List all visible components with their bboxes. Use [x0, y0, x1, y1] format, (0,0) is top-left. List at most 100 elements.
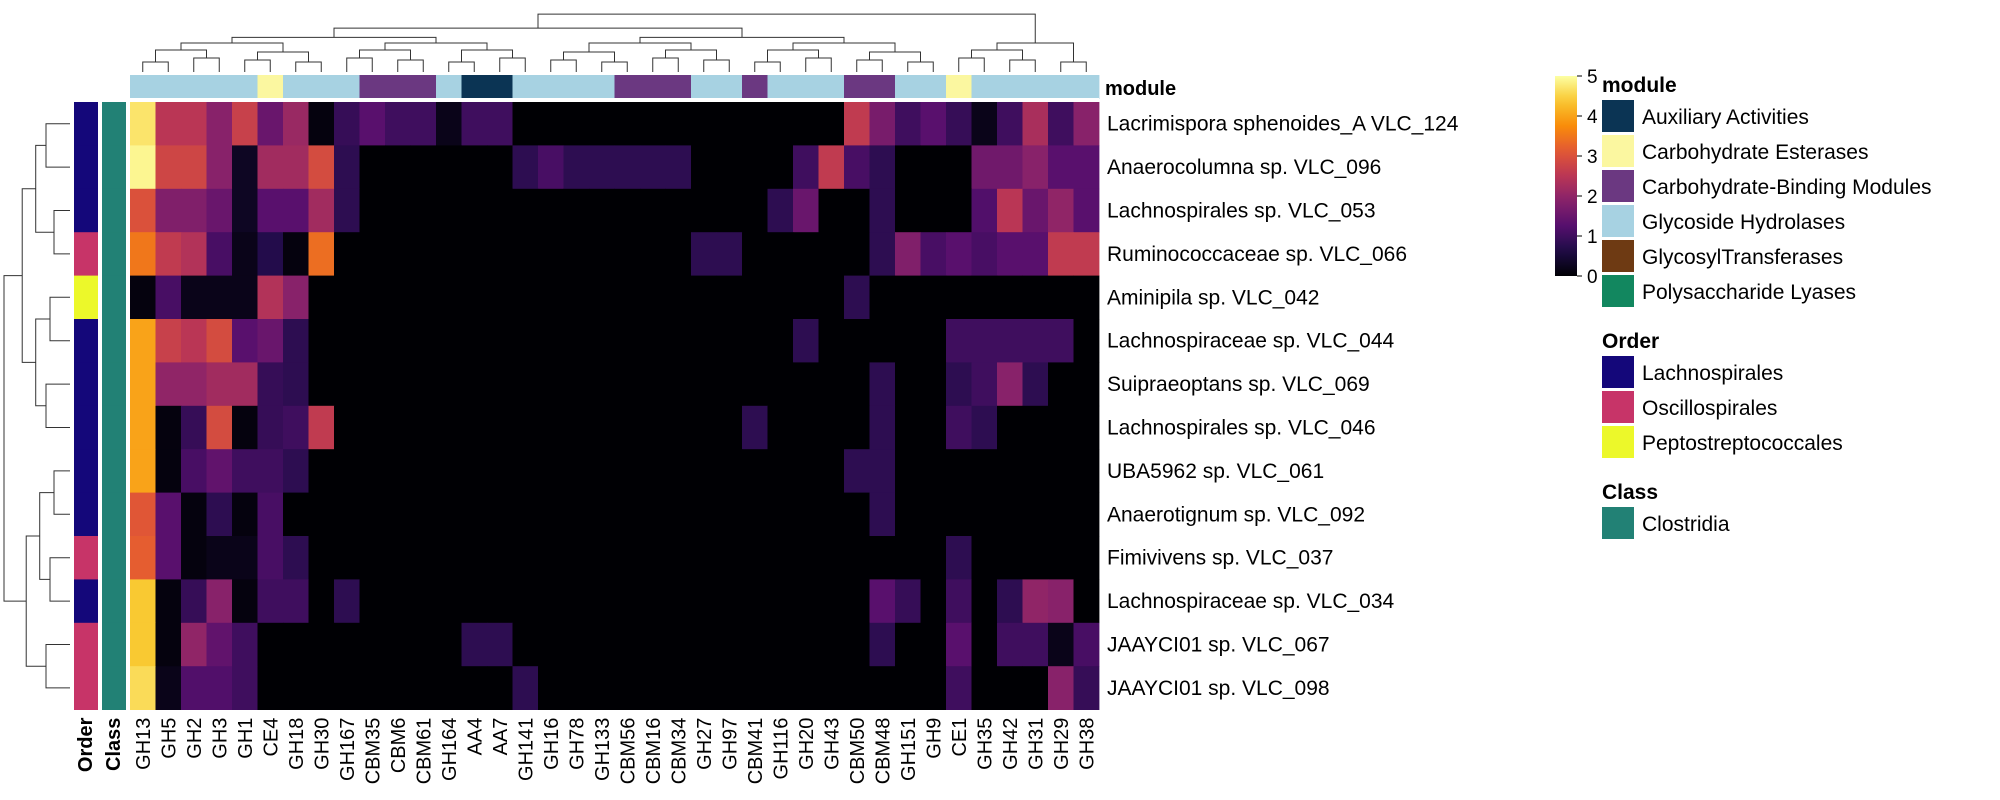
- module-bar-cell: [997, 75, 1023, 99]
- heatmap-cell: [334, 449, 360, 493]
- heatmap-cell: [487, 102, 513, 146]
- heatmap-cell: [436, 232, 462, 276]
- heatmap-cell: [589, 579, 615, 624]
- heatmap-cell: [640, 492, 666, 537]
- heatmap-cell: [793, 666, 819, 710]
- column-label: CE1: [949, 718, 971, 757]
- heatmap-cell: [818, 362, 845, 407]
- heatmap-cell: [257, 319, 284, 363]
- column-label: GH164: [439, 718, 461, 781]
- heatmap-cell: [512, 622, 539, 667]
- heatmap-cell: [997, 102, 1023, 146]
- heatmap-cell: [130, 145, 156, 190]
- heatmap-cell: [385, 232, 411, 276]
- heatmap-cell: [920, 188, 947, 233]
- heatmap-cell: [640, 536, 666, 580]
- module-bar-cell: [334, 75, 360, 99]
- heatmap-cell: [742, 275, 768, 320]
- column-dendrogram: [142, 13, 1087, 72]
- heatmap-cell: [691, 232, 717, 276]
- heatmap-cell: [512, 319, 539, 363]
- heatmap-cell: [793, 622, 819, 667]
- heatmap-cell: [334, 579, 360, 624]
- heatmap-cell: [181, 362, 207, 407]
- heatmap-cell: [665, 666, 692, 710]
- heatmap-cell: [589, 449, 615, 493]
- module-bar-cell: [155, 75, 182, 99]
- heatmap-cell: [257, 188, 284, 233]
- module-bar-cell: [716, 75, 743, 99]
- heatmap-cell: [410, 275, 437, 320]
- heatmap-cell: [844, 275, 870, 320]
- dendrogram-branch: [142, 61, 169, 72]
- heatmap-cell: [410, 579, 437, 624]
- heatmap-cell: [461, 188, 488, 233]
- heatmap-cell: [257, 622, 284, 667]
- heatmap-cell: [181, 319, 207, 363]
- heatmap-cell: [283, 319, 309, 363]
- heatmap-cell: [818, 536, 845, 580]
- heatmap-cell: [793, 536, 819, 580]
- legend-swatch-clostridia: [1602, 507, 1634, 539]
- heatmap-cell: [257, 666, 284, 710]
- heatmap-cell: [257, 536, 284, 580]
- heatmap-cell: [640, 449, 666, 493]
- heatmap-cell: [971, 275, 998, 320]
- heatmap-cell: [742, 449, 768, 493]
- heatmap-cell: [844, 319, 870, 363]
- heatmap-cell: [283, 102, 309, 146]
- heatmap-cell: [538, 405, 564, 450]
- heatmap-cell: [385, 666, 411, 710]
- column-label: GH29: [1051, 718, 1073, 770]
- heatmap-cell: [206, 579, 233, 624]
- heatmap-cell: [614, 188, 641, 233]
- module-bar-cell: [385, 75, 411, 99]
- heatmap-cell: [997, 232, 1023, 276]
- heatmap-cell: [640, 405, 666, 450]
- heatmap-cell: [206, 449, 233, 493]
- heatmap-cell: [1048, 579, 1074, 624]
- module-bar-cell: [563, 75, 590, 99]
- heatmap-cell: [308, 666, 335, 710]
- colorbar-tick-label: 0: [1587, 267, 1598, 288]
- heatmap-cell: [614, 405, 641, 450]
- heatmap-cell: [512, 275, 539, 320]
- heatmap-cell: [436, 188, 462, 233]
- heatmap-cell: [946, 145, 972, 190]
- heatmap-cell: [283, 492, 309, 537]
- heatmap-cell: [385, 492, 411, 537]
- heatmap-cell: [538, 145, 564, 190]
- order-bar-cell: [74, 232, 98, 276]
- heatmap-cell: [614, 492, 641, 537]
- dendrogram-branch: [295, 61, 322, 72]
- heatmap-cell: [818, 449, 845, 493]
- dendrogram-branch: [53, 470, 70, 515]
- dendrogram-branch: [155, 49, 207, 62]
- heatmap-cell: [410, 622, 437, 667]
- heatmap-cell: [308, 188, 335, 233]
- heatmap-cell: [130, 102, 156, 146]
- dendrogram-branch: [996, 42, 1074, 62]
- heatmap-cell: [716, 536, 743, 580]
- heatmap-cell: [257, 405, 284, 450]
- dendrogram-branch: [49, 296, 70, 342]
- heatmap-cell: [563, 622, 590, 667]
- heatmap-cell: [869, 579, 896, 624]
- heatmap-cell: [410, 405, 437, 450]
- heatmap-cell: [946, 622, 972, 667]
- heatmap-cell: [461, 449, 488, 493]
- heatmap-cell: [946, 405, 972, 450]
- class-bar-cell: [102, 579, 126, 624]
- heatmap-cell: [793, 102, 819, 146]
- column-label: GH35: [974, 718, 996, 770]
- heatmap-cell: [818, 319, 845, 363]
- heatmap-cell: [946, 362, 972, 407]
- dendrogram-branch: [754, 61, 781, 72]
- heatmap-cell: [971, 449, 998, 493]
- heatmap-cell: [895, 102, 921, 146]
- heatmap-cell: [895, 579, 921, 624]
- heatmap-cell: [742, 405, 768, 450]
- row-label: Lachnospiraceae sp. VLC_034: [1107, 590, 1395, 613]
- heatmap-cell: [334, 666, 360, 710]
- heatmap-cell: [538, 449, 564, 493]
